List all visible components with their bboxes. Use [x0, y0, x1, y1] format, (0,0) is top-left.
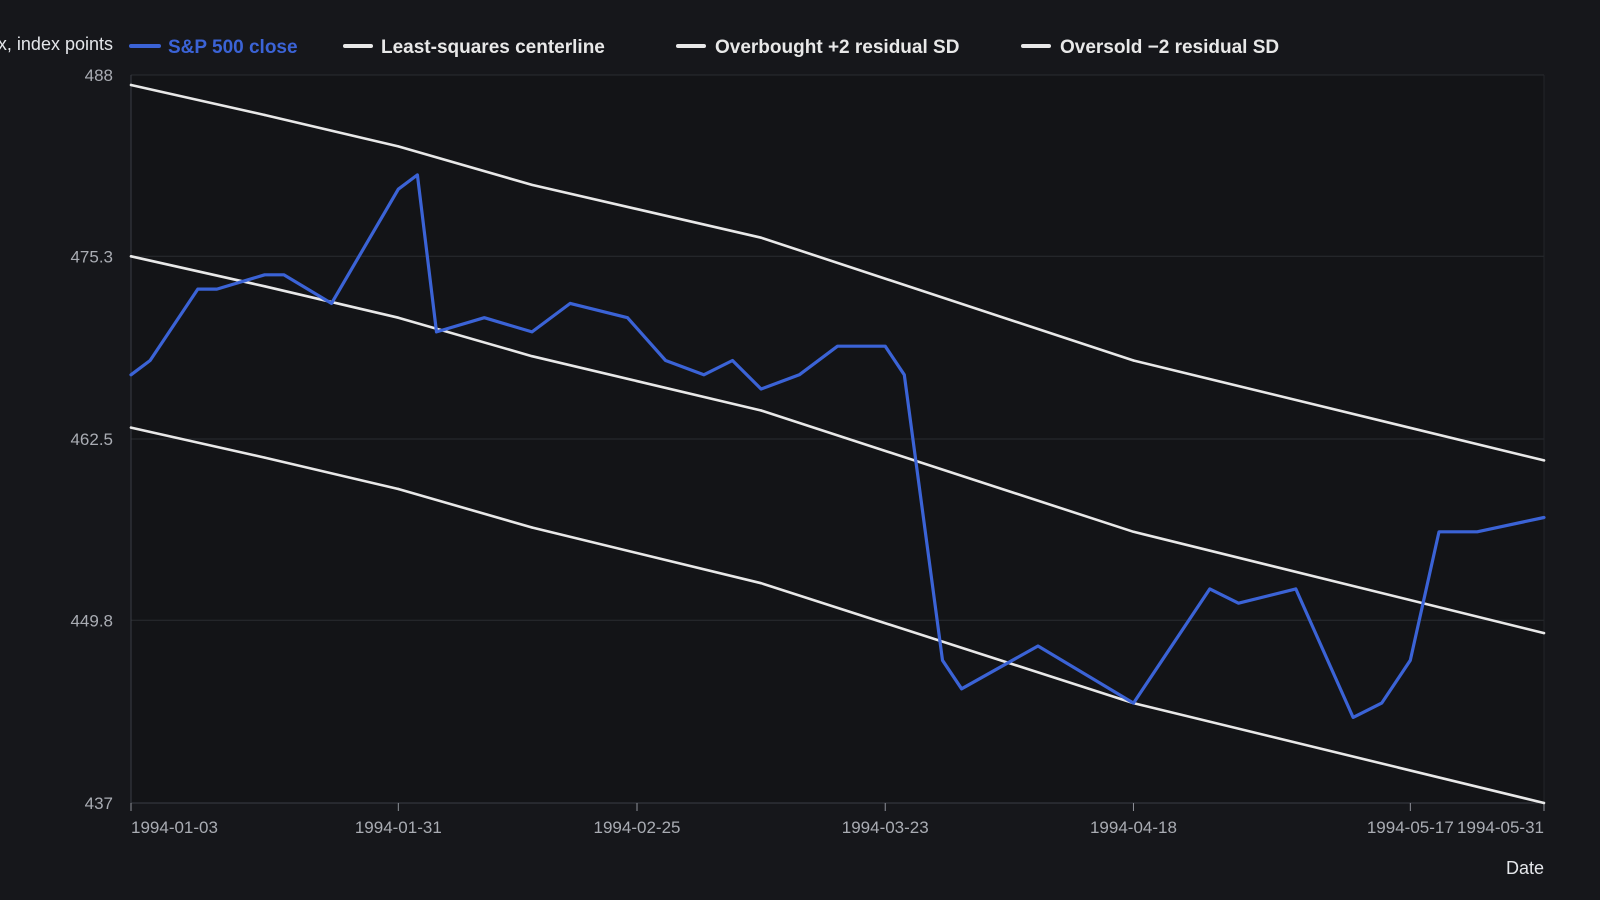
data-point-close — [435, 330, 438, 334]
data-point-overbought — [1542, 459, 1546, 462]
data-point-overbought — [397, 145, 400, 148]
data-point-oversold — [1542, 801, 1546, 805]
data-point-centerline — [263, 285, 266, 288]
x-tick-label: 1994-02-25 — [594, 818, 681, 837]
data-point-overbought — [530, 183, 534, 187]
data-point-overbought — [129, 83, 133, 87]
x-tick-label: 1994-05-17 — [1367, 818, 1454, 837]
data-point-close — [1437, 530, 1441, 533]
data-point-close — [759, 387, 763, 391]
data-point-close — [903, 373, 906, 376]
y-tick-label: 462.5 — [70, 430, 113, 449]
x-tick-label: 1994-04-18 — [1090, 818, 1177, 837]
data-point-oversold — [263, 456, 266, 459]
data-point-close — [1351, 716, 1355, 719]
y-axis-title: x, index points — [0, 34, 113, 54]
data-point-close — [1036, 644, 1040, 648]
x-tick-label: 1994-01-03 — [131, 818, 218, 837]
data-point-close — [1208, 587, 1212, 591]
data-point-close — [664, 359, 667, 362]
data-point-centerline — [1542, 631, 1546, 635]
axes: 488 475.3 462.5 449.8 437 1994-01-03 1994-01-3… — [70, 66, 1545, 837]
y-tick-label: 488 — [85, 66, 113, 85]
data-point-centerline — [530, 355, 534, 358]
data-point-oversold — [397, 487, 400, 491]
data-point-close — [129, 373, 133, 376]
data-point-centerline — [1132, 530, 1135, 533]
legend-label-overbought: Overbought +2 residual SD — [715, 37, 959, 58]
data-point-centerline — [759, 409, 763, 412]
data-point-close — [626, 316, 629, 319]
data-point-close — [282, 273, 285, 276]
data-point-close — [215, 287, 219, 291]
data-point-close — [1237, 602, 1240, 605]
x-axis-title: Date — [1506, 858, 1544, 878]
data-point-oversold — [530, 526, 534, 529]
data-point-close — [1476, 530, 1479, 533]
data-point-close — [530, 330, 534, 334]
data-point-close — [731, 359, 734, 362]
data-point-close — [941, 659, 944, 662]
x-tick-label: 1994-03-23 — [842, 818, 929, 837]
data-point-close — [1380, 701, 1383, 705]
x-tick-label: 1994-05-31 — [1457, 818, 1544, 837]
data-point-close — [416, 173, 419, 177]
data-point-close — [702, 373, 705, 376]
data-point-centerline — [129, 255, 133, 258]
legend-label-close: S&P 500 close — [168, 37, 298, 58]
y-tick-label: 475.3 — [70, 247, 113, 266]
data-point-close — [330, 302, 333, 305]
data-point-close — [1132, 701, 1135, 705]
legend-label-centerline: Least-squares centerline — [381, 37, 605, 58]
data-point-overbought — [1132, 359, 1135, 362]
data-point-close — [196, 287, 199, 291]
data-point-close — [483, 316, 486, 319]
data-point-close — [960, 687, 963, 690]
data-point-overbought — [263, 113, 266, 117]
y-tick-label: 437 — [85, 794, 113, 813]
data-point-close — [884, 345, 887, 348]
legend-label-oversold: Oversold −2 residual SD — [1060, 37, 1279, 58]
data-point-close — [397, 188, 400, 191]
series-line-close — [129, 173, 1546, 720]
data-point-oversold — [759, 582, 763, 585]
data-point-close — [263, 273, 266, 276]
data-point-close — [836, 345, 839, 348]
data-point-close — [1160, 659, 1164, 662]
legend: S&P 500 close Least-squares centerline O… — [129, 37, 1279, 58]
x-tick-label: 1994-01-31 — [355, 818, 442, 837]
data-point-close — [1409, 659, 1412, 662]
data-point-close — [569, 302, 572, 305]
data-point-centerline — [397, 316, 400, 319]
data-point-close — [1542, 516, 1546, 519]
data-point-overbought — [759, 236, 763, 239]
data-point-close — [148, 359, 152, 362]
y-tick-label: 449.8 — [70, 611, 113, 630]
data-point-close — [798, 373, 801, 376]
data-point-oversold — [129, 426, 133, 429]
data-point-close — [1294, 587, 1298, 591]
series-group — [129, 83, 1546, 805]
